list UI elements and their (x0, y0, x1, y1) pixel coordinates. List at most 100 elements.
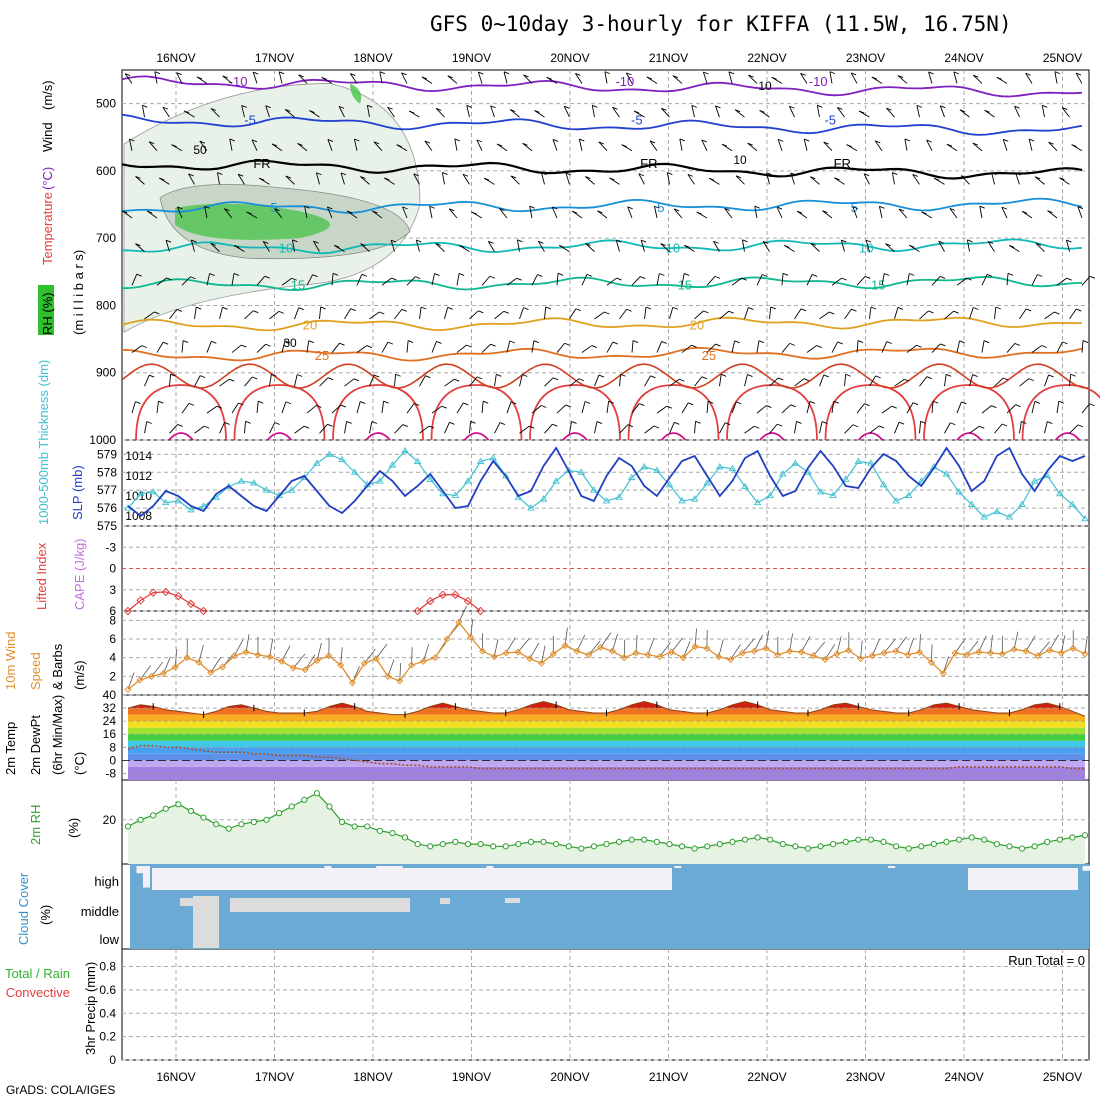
wind-barb (373, 374, 380, 378)
wind-barb (724, 208, 730, 211)
rh-point (150, 812, 157, 819)
cloud-gap-low (193, 896, 219, 948)
wind10-point (124, 685, 132, 693)
wind-barb (251, 139, 258, 151)
wind-barb (523, 307, 529, 311)
rh-point (238, 821, 245, 828)
wind-barb (181, 276, 191, 286)
wind-barb (369, 374, 375, 387)
wind-barb (734, 340, 740, 344)
axis-label-wind-unit: (m/s) (40, 80, 55, 110)
thickness-point (1018, 500, 1026, 507)
wind-barb (233, 273, 240, 276)
wind-barb (1089, 403, 1095, 407)
date-label-bottom: 23NOV (846, 1070, 885, 1084)
wind-barb (994, 306, 997, 319)
wind10-barb (647, 637, 655, 656)
wind10-barb (730, 644, 741, 660)
wind-barb (879, 205, 885, 209)
wind-barb (320, 306, 326, 310)
wind-barb (354, 138, 360, 142)
wind-barb (906, 344, 917, 353)
wind-barb (984, 109, 990, 113)
wind10-barb (907, 637, 915, 655)
wind-barb (281, 277, 292, 286)
wind-barb (394, 309, 403, 320)
wind-barb (715, 105, 720, 118)
date-label-bottom: 21NOV (649, 1070, 688, 1084)
wind-barb (509, 109, 516, 113)
rh-point (590, 843, 598, 850)
wind-barb (979, 205, 985, 209)
wind-barb (654, 205, 660, 209)
wind-barb (229, 138, 235, 142)
wind-barb (810, 243, 820, 252)
wind-barb (1021, 420, 1027, 424)
isotherm-30 (923, 384, 1015, 441)
wind-barb (823, 374, 829, 378)
wind-barb (973, 74, 979, 78)
wind-barb (940, 343, 946, 347)
wind-barb (265, 105, 270, 118)
wind-barb (809, 176, 820, 185)
wind-barb (466, 105, 470, 118)
wind-barb (627, 424, 634, 428)
wind-barb (544, 377, 554, 387)
wind-barb (660, 243, 670, 252)
wind-barb (886, 107, 892, 111)
wind10-barb (954, 638, 966, 654)
wind-barb (156, 401, 159, 414)
date-label-bottom: 20NOV (550, 1070, 589, 1084)
wind10-point (904, 651, 912, 659)
temp-tick-label: 0 (109, 753, 116, 767)
wind-barb (360, 401, 366, 404)
isotherm-label: 10 (859, 240, 873, 255)
thickness-point (376, 477, 384, 484)
wind10-barb (387, 659, 395, 677)
wind-barb (875, 140, 881, 144)
wind-barb (356, 345, 368, 353)
wind-barb (575, 73, 581, 76)
wind-barb (516, 239, 520, 252)
wind-barb (701, 376, 708, 380)
wind-barb (778, 377, 784, 381)
wind-barb (1062, 107, 1068, 110)
wind-barb (340, 404, 347, 408)
wind-barb (506, 340, 511, 353)
wind-barb (545, 306, 551, 310)
wind-barb (771, 76, 777, 80)
wind-barb (703, 71, 709, 75)
wind-barb (206, 341, 212, 353)
wind-barb (638, 173, 645, 177)
wind-barb (639, 403, 645, 406)
wind10-point (455, 618, 463, 626)
wind-barb (484, 177, 490, 181)
wind-barb (928, 71, 934, 75)
wind-barb (435, 108, 445, 118)
wind-barb (176, 206, 183, 219)
wind-barb (744, 425, 755, 434)
wind-barb (631, 403, 640, 414)
wind-barb (344, 308, 352, 320)
wind-barb (435, 243, 441, 246)
wind-barb (231, 402, 239, 414)
wind-barb (245, 420, 251, 424)
wind-barb (898, 208, 905, 212)
thickness-point (904, 491, 913, 498)
wind-barb (169, 424, 178, 434)
wind-barb (306, 274, 313, 286)
axis-label-pressure: (m i l l i b a r s) (71, 250, 86, 335)
wind-barb (489, 275, 496, 279)
wind-barb (454, 138, 458, 151)
wind-barb (496, 373, 502, 377)
thickness-point (338, 455, 346, 463)
wind-barb (679, 138, 683, 151)
wind-barb (338, 106, 345, 118)
rh-point (389, 829, 396, 837)
wind-barb (297, 142, 303, 146)
wind-barb (252, 71, 258, 84)
wind-barb (162, 106, 170, 118)
wind-barb (256, 343, 266, 353)
wind10-barb (151, 661, 164, 677)
wind-barb (1042, 104, 1048, 108)
